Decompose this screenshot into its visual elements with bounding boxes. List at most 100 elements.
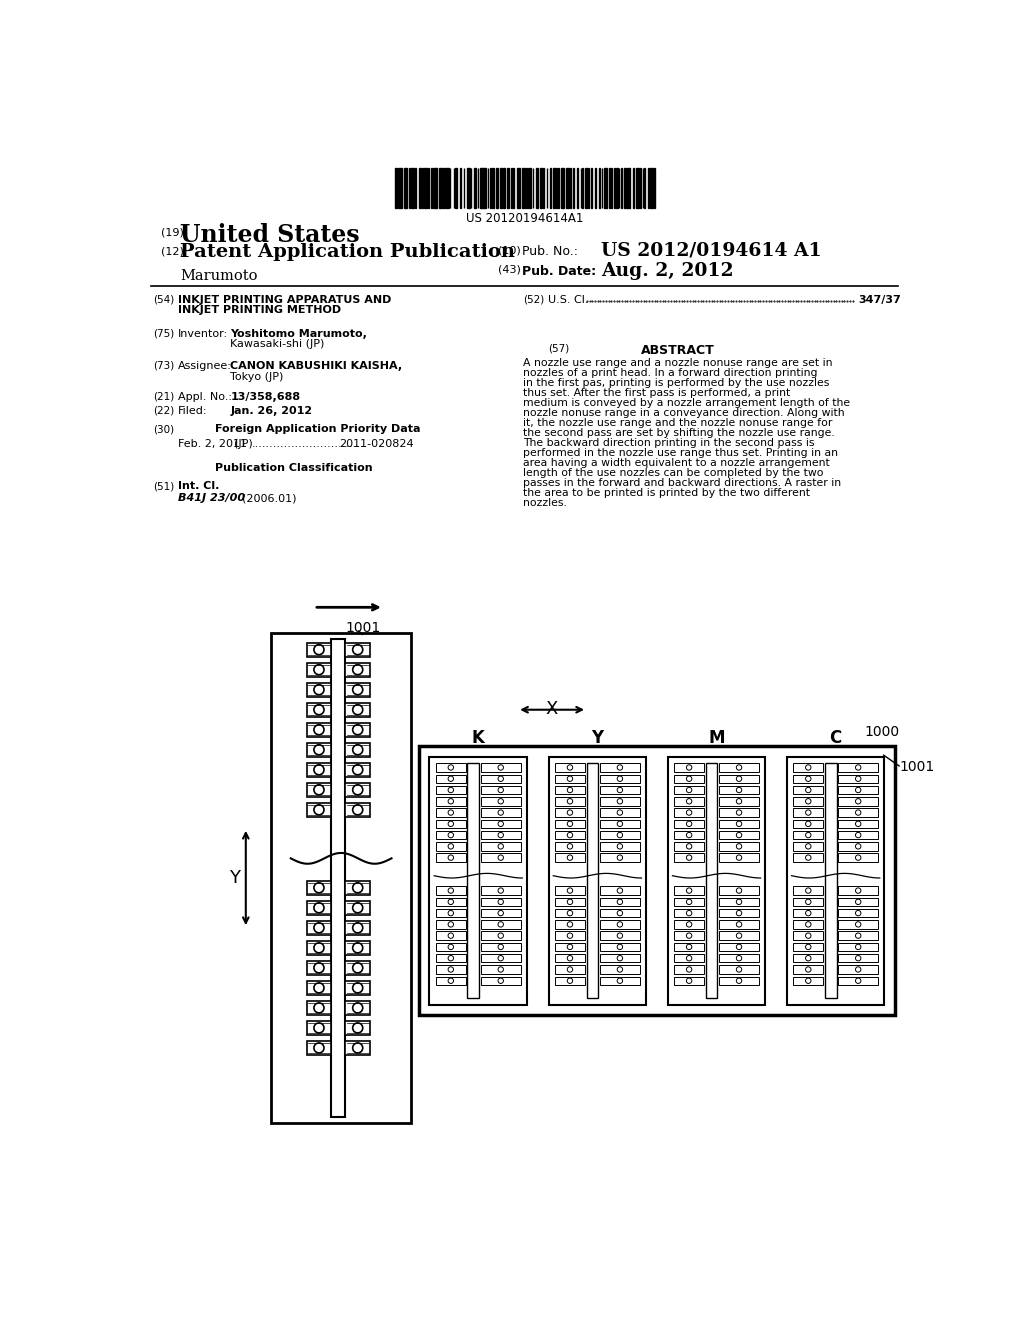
Text: Assignee:: Assignee:: [177, 360, 231, 371]
Bar: [480, 785, 521, 795]
Bar: [600, 920, 640, 929]
Text: Appl. No.:: Appl. No.:: [177, 392, 231, 401]
Text: 1001: 1001: [345, 622, 380, 635]
Text: K: K: [472, 729, 484, 747]
Bar: [480, 830, 521, 840]
Bar: [555, 977, 585, 985]
Bar: [480, 775, 521, 783]
Bar: [480, 920, 521, 929]
Bar: [600, 854, 640, 862]
Bar: [332, 639, 345, 1117]
Bar: [345, 921, 370, 935]
Bar: [549, 756, 646, 1005]
Text: The backward direction printing in the second pass is: The backward direction printing in the s…: [523, 438, 815, 447]
Bar: [719, 965, 759, 974]
Bar: [839, 920, 879, 929]
Bar: [839, 965, 879, 974]
Bar: [719, 942, 759, 952]
Bar: [588, 168, 589, 207]
Bar: [398, 168, 401, 207]
Bar: [524, 168, 526, 207]
Text: (22): (22): [153, 405, 174, 416]
Bar: [345, 682, 370, 697]
Bar: [555, 898, 585, 906]
Bar: [555, 854, 585, 862]
Text: (2006.01): (2006.01): [242, 494, 296, 503]
Bar: [839, 932, 879, 940]
Bar: [719, 763, 759, 772]
Bar: [600, 842, 640, 850]
Text: Publication Classification: Publication Classification: [215, 462, 373, 473]
Bar: [674, 954, 705, 962]
Bar: [674, 830, 705, 840]
Bar: [554, 168, 555, 207]
Bar: [839, 830, 879, 840]
Text: thus set. After the first pass is performed, a print: thus set. After the first pass is perfor…: [523, 388, 791, 397]
Text: Kawasaki-shi (JP): Kawasaki-shi (JP): [230, 339, 325, 350]
Text: US 20120194614A1: US 20120194614A1: [466, 213, 584, 226]
Bar: [719, 977, 759, 985]
Bar: [839, 942, 879, 952]
Bar: [480, 820, 521, 828]
Bar: [794, 965, 823, 974]
Bar: [500, 168, 502, 207]
Bar: [345, 763, 370, 776]
Bar: [794, 909, 823, 917]
Bar: [839, 785, 879, 795]
Bar: [794, 842, 823, 850]
Bar: [719, 820, 759, 828]
Bar: [540, 168, 542, 207]
Text: Aug. 2, 2012: Aug. 2, 2012: [601, 261, 733, 280]
Bar: [555, 842, 585, 850]
Bar: [522, 168, 524, 207]
Bar: [556, 168, 557, 207]
Bar: [345, 1020, 370, 1035]
Bar: [555, 942, 585, 952]
Bar: [719, 954, 759, 962]
Bar: [616, 168, 617, 207]
Text: INKJET PRINTING METHOD: INKJET PRINTING METHOD: [177, 305, 341, 315]
Bar: [345, 723, 370, 737]
Bar: [435, 854, 466, 862]
Bar: [614, 168, 615, 207]
Bar: [649, 168, 652, 207]
Bar: [306, 941, 332, 954]
Text: (10): (10): [499, 246, 521, 255]
Bar: [600, 898, 640, 906]
Text: 1000: 1000: [864, 725, 899, 739]
Bar: [786, 756, 885, 1005]
Text: C: C: [829, 729, 842, 747]
Bar: [455, 168, 457, 207]
Text: area having a width equivalent to a nozzle arrangement: area having a width equivalent to a nozz…: [523, 458, 830, 467]
Bar: [600, 797, 640, 805]
Text: ................................: ................................: [252, 440, 368, 449]
Text: 347/37: 347/37: [858, 294, 901, 305]
Bar: [467, 168, 470, 207]
Text: Y: Y: [591, 729, 603, 747]
Bar: [674, 785, 705, 795]
Bar: [600, 785, 640, 795]
Bar: [794, 898, 823, 906]
Bar: [839, 886, 879, 895]
Bar: [306, 743, 332, 756]
Bar: [306, 900, 332, 915]
Text: (73): (73): [153, 360, 174, 371]
Bar: [674, 898, 705, 906]
Bar: [480, 954, 521, 962]
Bar: [345, 1041, 370, 1055]
Bar: [306, 1020, 332, 1035]
Bar: [306, 702, 332, 717]
Bar: [429, 756, 527, 1005]
Text: A nozzle use range and a nozzle nonuse range are set in: A nozzle use range and a nozzle nonuse r…: [523, 358, 833, 368]
Bar: [839, 977, 879, 985]
Bar: [345, 981, 370, 995]
Bar: [794, 954, 823, 962]
Bar: [719, 797, 759, 805]
Bar: [306, 880, 332, 895]
Bar: [480, 797, 521, 805]
Text: (51): (51): [153, 480, 174, 491]
Bar: [480, 977, 521, 985]
Bar: [480, 965, 521, 974]
Bar: [794, 977, 823, 985]
Bar: [600, 820, 640, 828]
